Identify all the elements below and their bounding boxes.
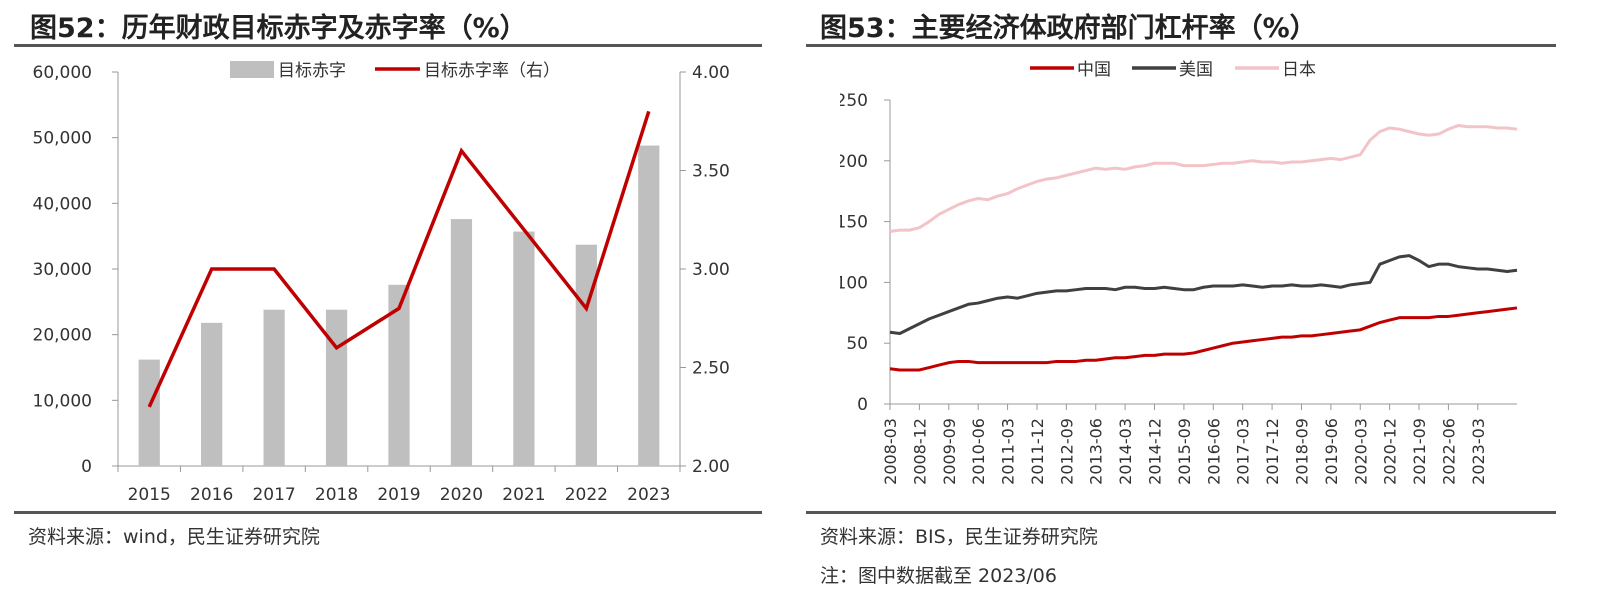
x-tick-label: 2012-09 — [1057, 418, 1076, 485]
legend-label-bar: 目标赤字 — [278, 61, 346, 81]
x-tick-label: 2021-09 — [1410, 418, 1429, 485]
left-y-tick-label: 10,000 — [33, 391, 92, 411]
x-tick-label: 2011-12 — [1028, 418, 1047, 485]
y-tick-label: 0 — [857, 395, 868, 415]
series-line-usa — [889, 254, 1518, 335]
x-tick-label: 2013-06 — [1087, 418, 1106, 485]
y-tick-label: 150 — [840, 213, 868, 233]
y-tick-label: 200 — [840, 152, 868, 172]
left-panel: 图52：历年财政目标赤字及赤字率（%） 0 10,000 20,000 30,000 4… — [0, 0, 790, 607]
left-y-tick-label: 40,000 — [33, 194, 92, 214]
right-note: 注：图中数据截至 2023/06 — [820, 565, 1057, 587]
bar-2015 — [138, 359, 160, 466]
series-line-china — [889, 306, 1518, 372]
right-chart-title: 图53：主要经济体政府部门杠杆率（%） — [820, 13, 1317, 44]
left-y-tick-label: 30,000 — [33, 260, 92, 280]
bar-2018 — [325, 309, 348, 466]
x-tick-label: 2008-12 — [910, 418, 929, 485]
y-tick-label: 50 — [846, 334, 868, 354]
x-tick-label: 2010-06 — [969, 418, 988, 485]
x-tick-label: 2017-12 — [1263, 418, 1282, 485]
x-tick-label: 2020-12 — [1381, 418, 1400, 485]
x-tick-label: 2017-03 — [1234, 418, 1253, 485]
right-chart: 0 50 100 150 200 250 2008-03 2008-12 2009-09 2010… — [840, 60, 1518, 485]
right-panel: 图53：主要经济体政府部门杠杆率（%） 0 50 100 150 200 250 2008-… — [806, 0, 1611, 607]
x-tick-label: 2023 — [627, 485, 670, 505]
x-tick-label: 2016-06 — [1204, 418, 1223, 485]
legend-label-usa: 美国 — [1179, 60, 1213, 80]
left-title-rule — [14, 44, 762, 47]
bar-2016 — [201, 322, 223, 466]
right-y-tick-label: 4.00 — [692, 63, 730, 83]
right-y-tick-label: 3.50 — [692, 162, 730, 182]
x-tick-label: 2019 — [377, 485, 420, 505]
right-source-rule — [806, 511, 1556, 514]
left-source-rule — [14, 511, 762, 514]
left-y-tick-label: 0 — [81, 457, 92, 477]
right-title-rule — [806, 44, 1556, 47]
x-tick-label: 2009-09 — [940, 418, 959, 485]
x-tick-label: 2021 — [502, 485, 545, 505]
x-tick-label: 2019-06 — [1322, 418, 1341, 485]
x-tick-label: 2011-03 — [999, 418, 1018, 485]
x-tick-label: 2008-03 — [881, 418, 900, 485]
bar-2020 — [450, 219, 473, 466]
bar-2023 — [638, 145, 660, 466]
x-tick-label: 2014-03 — [1116, 418, 1135, 485]
x-tick-label: 2015-09 — [1175, 418, 1194, 485]
right-source: 资料来源：BIS，民生证券研究院 — [820, 526, 1098, 548]
legend-swatch-bar — [230, 61, 274, 78]
y-tick-label: 100 — [840, 273, 868, 293]
series-line-japan — [889, 124, 1518, 233]
left-y-tick-label: 60,000 — [33, 63, 92, 83]
legend-label-japan: 日本 — [1282, 60, 1316, 80]
bar-2019 — [388, 284, 410, 466]
bar-2022 — [575, 244, 597, 466]
x-tick-label: 2023-03 — [1469, 418, 1488, 485]
left-y-tick-label: 50,000 — [33, 129, 92, 149]
right-y-tick-label: 2.00 — [692, 457, 730, 477]
x-tick-label: 2016 — [190, 485, 233, 505]
legend-label-line: 目标赤字率（右） — [424, 61, 560, 81]
x-tick-label: 2018-09 — [1292, 418, 1311, 485]
left-y-tick-label: 20,000 — [33, 326, 92, 346]
y-tick-label: 250 — [840, 91, 868, 111]
left-chart-title: 图52：历年财政目标赤字及赤字率（%） — [30, 13, 527, 44]
bar-2017 — [263, 309, 285, 466]
x-tick-label: 2022 — [565, 485, 608, 505]
x-tick-label: 2020-03 — [1351, 418, 1370, 485]
x-tick-label: 2014-12 — [1146, 418, 1165, 485]
legend-label-china: 中国 — [1077, 60, 1111, 80]
x-tick-label: 2020 — [440, 485, 483, 505]
right-y-tick-label: 2.50 — [692, 359, 730, 379]
left-source: 资料来源：wind，民生证券研究院 — [28, 526, 320, 548]
x-tick-label: 2015 — [128, 485, 171, 505]
x-tick-label: 2018 — [315, 485, 358, 505]
left-chart: 0 10,000 20,000 30,000 40,000 50,000 60,000 2.0… — [33, 61, 730, 505]
x-tick-label: 2017 — [252, 485, 295, 505]
bar-2021 — [513, 231, 535, 466]
right-y-tick-label: 3.00 — [692, 260, 730, 280]
x-tick-label: 2022-06 — [1439, 418, 1458, 485]
